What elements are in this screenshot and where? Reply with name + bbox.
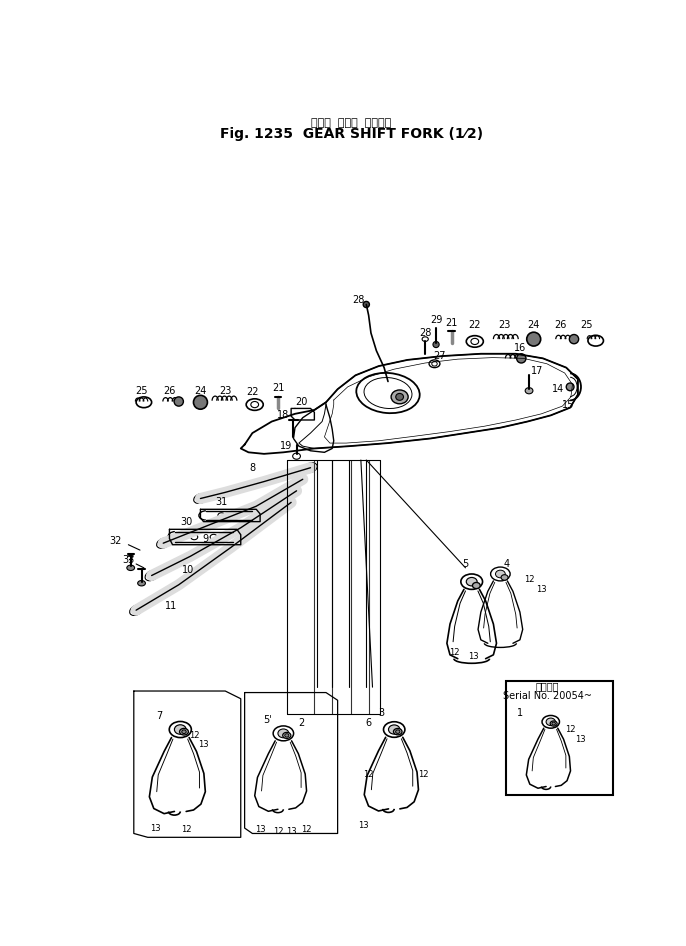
- Ellipse shape: [285, 734, 289, 737]
- Ellipse shape: [138, 581, 145, 586]
- Ellipse shape: [283, 732, 291, 739]
- Text: 18: 18: [277, 411, 289, 420]
- Text: 25: 25: [580, 320, 593, 329]
- Text: 28: 28: [419, 328, 431, 338]
- Ellipse shape: [182, 730, 186, 733]
- Text: 13: 13: [255, 825, 265, 834]
- Text: 12: 12: [189, 731, 200, 740]
- Text: 13: 13: [468, 652, 479, 661]
- Text: 6: 6: [366, 718, 372, 728]
- Ellipse shape: [391, 390, 408, 404]
- Text: 12: 12: [449, 648, 459, 657]
- Ellipse shape: [527, 332, 541, 346]
- Text: 23: 23: [498, 320, 510, 329]
- Text: 33: 33: [122, 555, 134, 565]
- Ellipse shape: [433, 342, 439, 347]
- Ellipse shape: [550, 721, 557, 727]
- Text: 15: 15: [562, 399, 574, 410]
- Ellipse shape: [517, 354, 526, 363]
- Text: 12: 12: [181, 825, 192, 834]
- Text: 21: 21: [272, 383, 284, 394]
- Text: 19: 19: [280, 441, 292, 451]
- Text: 5': 5': [263, 715, 272, 726]
- Ellipse shape: [174, 397, 183, 406]
- Text: 21: 21: [445, 318, 458, 328]
- Text: 25: 25: [135, 386, 147, 395]
- Text: 17: 17: [530, 366, 543, 377]
- Ellipse shape: [278, 729, 289, 738]
- Text: 13: 13: [198, 741, 209, 749]
- Text: 28: 28: [353, 295, 365, 305]
- Text: 10: 10: [182, 565, 194, 575]
- Ellipse shape: [466, 577, 477, 586]
- Text: 30: 30: [180, 517, 193, 527]
- Ellipse shape: [127, 565, 134, 570]
- Ellipse shape: [569, 335, 579, 343]
- Text: 12: 12: [418, 770, 428, 779]
- Text: 適用号機: 適用号機: [536, 681, 559, 692]
- Ellipse shape: [546, 718, 556, 726]
- Ellipse shape: [501, 574, 508, 580]
- Text: 22: 22: [469, 320, 481, 329]
- Text: 20: 20: [295, 396, 307, 407]
- Text: 12: 12: [364, 770, 374, 779]
- Ellipse shape: [396, 394, 403, 400]
- Text: 13: 13: [575, 735, 586, 745]
- Text: 27: 27: [433, 351, 445, 361]
- Text: 16: 16: [514, 343, 526, 354]
- Text: 31: 31: [215, 498, 228, 507]
- Ellipse shape: [388, 725, 400, 734]
- Ellipse shape: [394, 728, 402, 735]
- Text: 26: 26: [163, 386, 176, 395]
- Bar: [506, 681, 613, 795]
- Text: 9: 9: [203, 534, 209, 544]
- Text: 2: 2: [298, 718, 305, 728]
- Text: 12: 12: [524, 575, 534, 584]
- Ellipse shape: [363, 302, 369, 307]
- Text: 13: 13: [358, 821, 368, 831]
- Ellipse shape: [525, 388, 533, 394]
- Text: 4: 4: [504, 559, 510, 569]
- Ellipse shape: [180, 728, 189, 735]
- Text: 26: 26: [555, 320, 567, 329]
- Ellipse shape: [566, 383, 574, 391]
- Ellipse shape: [174, 725, 186, 734]
- Text: 13: 13: [286, 827, 296, 835]
- Ellipse shape: [552, 722, 556, 725]
- Text: 22: 22: [246, 387, 259, 397]
- Text: 13: 13: [150, 824, 161, 832]
- Ellipse shape: [396, 730, 400, 733]
- Text: 23: 23: [219, 386, 231, 395]
- Text: 29: 29: [430, 315, 442, 324]
- Ellipse shape: [495, 570, 506, 578]
- Text: 3: 3: [379, 708, 385, 718]
- Text: 12: 12: [273, 827, 283, 835]
- Text: 13: 13: [536, 585, 547, 594]
- Text: Serial No. 20054~: Serial No. 20054~: [503, 691, 592, 701]
- Text: 24: 24: [194, 386, 206, 395]
- Text: 24: 24: [528, 320, 540, 329]
- Text: 11: 11: [165, 602, 177, 611]
- Text: 1: 1: [517, 708, 523, 718]
- Text: 12: 12: [565, 725, 576, 734]
- Text: 8: 8: [249, 463, 255, 473]
- Text: 5: 5: [462, 559, 469, 569]
- Text: 14: 14: [552, 384, 565, 394]
- Text: 7: 7: [156, 710, 163, 721]
- Text: 12: 12: [301, 825, 312, 834]
- Text: キャー  シフト  フォーク: キャー シフト フォーク: [311, 117, 392, 128]
- Text: Fig. 1235  GEAR SHIFT FORK (1⁄2): Fig. 1235 GEAR SHIFT FORK (1⁄2): [220, 127, 483, 141]
- Text: 32: 32: [109, 535, 121, 546]
- Ellipse shape: [473, 583, 480, 588]
- Ellipse shape: [193, 395, 207, 410]
